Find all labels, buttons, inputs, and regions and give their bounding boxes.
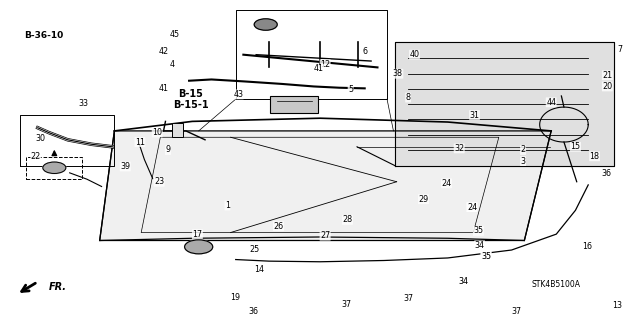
Text: 13: 13 xyxy=(612,301,622,310)
Text: 36: 36 xyxy=(601,169,611,178)
Text: 18: 18 xyxy=(589,152,600,161)
Text: 24: 24 xyxy=(467,203,477,211)
Text: 10: 10 xyxy=(152,128,162,137)
Text: 11: 11 xyxy=(135,137,145,146)
Text: B-15-1: B-15-1 xyxy=(173,100,209,110)
Text: 27: 27 xyxy=(320,231,330,240)
Text: 22: 22 xyxy=(31,152,41,161)
Text: 41: 41 xyxy=(314,64,324,73)
Text: 39: 39 xyxy=(120,162,131,171)
Text: 34: 34 xyxy=(459,277,468,286)
Text: 30: 30 xyxy=(35,134,45,143)
Text: 8: 8 xyxy=(406,93,411,102)
Text: 35: 35 xyxy=(481,252,491,261)
Text: 28: 28 xyxy=(342,215,353,224)
Text: FR.: FR. xyxy=(49,282,67,292)
Text: 44: 44 xyxy=(546,98,556,107)
Text: 24: 24 xyxy=(442,179,451,188)
Text: 37: 37 xyxy=(403,294,413,303)
Circle shape xyxy=(254,19,277,30)
Text: 36: 36 xyxy=(248,307,258,316)
Text: 35: 35 xyxy=(474,226,483,235)
Text: 3: 3 xyxy=(520,157,525,166)
Text: 5: 5 xyxy=(348,85,353,94)
Text: 34: 34 xyxy=(459,277,468,286)
Text: 31: 31 xyxy=(470,111,479,120)
Circle shape xyxy=(43,162,66,174)
Text: 32: 32 xyxy=(454,144,464,153)
Bar xyxy=(26,157,83,179)
Text: 37: 37 xyxy=(342,300,352,309)
Text: 17: 17 xyxy=(193,230,202,239)
Text: B-15: B-15 xyxy=(179,89,204,100)
Text: 21: 21 xyxy=(602,71,612,80)
Text: 6: 6 xyxy=(362,47,367,56)
Text: 24: 24 xyxy=(467,203,477,211)
Circle shape xyxy=(184,240,212,254)
Text: 20: 20 xyxy=(602,82,612,91)
Text: 14: 14 xyxy=(254,264,264,274)
Text: 15: 15 xyxy=(570,142,580,151)
Text: 4: 4 xyxy=(170,60,174,69)
Text: B-36-10: B-36-10 xyxy=(24,31,64,40)
Text: 43: 43 xyxy=(233,90,243,99)
Text: 41: 41 xyxy=(159,84,168,93)
Text: 35: 35 xyxy=(481,252,491,261)
Text: 45: 45 xyxy=(170,30,179,39)
Text: 16: 16 xyxy=(582,242,592,251)
Text: 12: 12 xyxy=(320,60,330,69)
Text: 7: 7 xyxy=(618,45,623,55)
Text: 26: 26 xyxy=(273,222,284,231)
Bar xyxy=(270,96,318,114)
Text: 9: 9 xyxy=(166,145,171,154)
Text: 40: 40 xyxy=(410,50,419,59)
Text: 38: 38 xyxy=(393,69,403,78)
Polygon shape xyxy=(396,42,614,166)
Text: 37: 37 xyxy=(511,307,522,316)
Bar xyxy=(172,123,183,137)
Text: 25: 25 xyxy=(250,245,260,254)
Text: 33: 33 xyxy=(79,100,89,108)
Text: 23: 23 xyxy=(154,177,164,186)
Text: STK4B5100A: STK4B5100A xyxy=(532,279,580,288)
Text: 1: 1 xyxy=(225,201,230,210)
Text: 19: 19 xyxy=(230,293,241,302)
Text: 29: 29 xyxy=(419,195,429,204)
Polygon shape xyxy=(100,131,551,241)
Text: 2: 2 xyxy=(520,145,525,154)
Text: 34: 34 xyxy=(475,241,484,250)
Text: 42: 42 xyxy=(159,47,168,56)
